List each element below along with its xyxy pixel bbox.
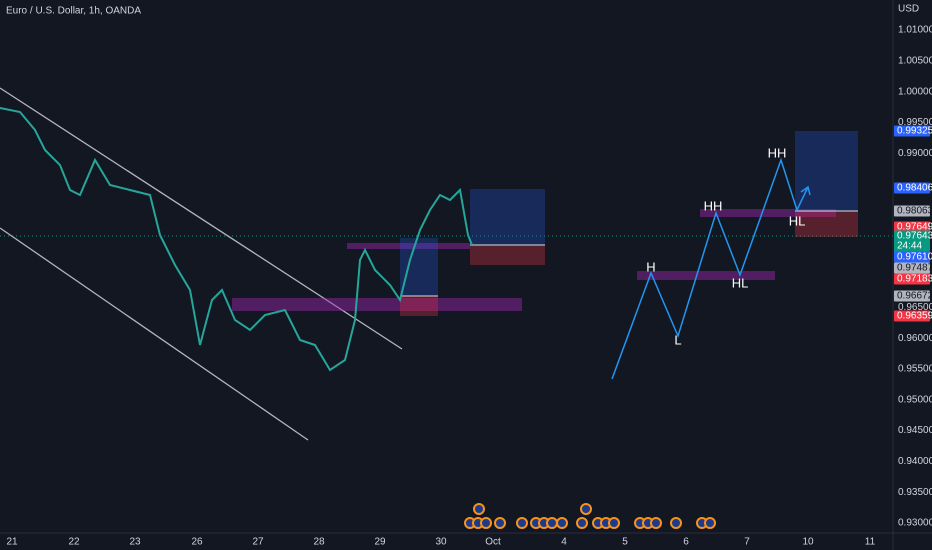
event-icon bbox=[546, 517, 558, 529]
price-tag bbox=[894, 125, 930, 137]
date-label: 6 bbox=[683, 537, 689, 548]
event-icon bbox=[576, 517, 588, 529]
zone bbox=[232, 298, 522, 311]
date-label: 29 bbox=[374, 537, 386, 548]
date-label: 26 bbox=[191, 537, 203, 548]
event-icon bbox=[556, 517, 568, 529]
price-label: 1.00500 bbox=[898, 55, 932, 66]
price-label: 0.94500 bbox=[898, 425, 932, 436]
stop-box bbox=[795, 211, 858, 237]
channel-line bbox=[0, 87, 403, 350]
price-label: 0.96500 bbox=[898, 302, 932, 313]
price-label: 0.96000 bbox=[898, 333, 932, 344]
event-icon bbox=[670, 517, 682, 529]
price-path bbox=[0, 107, 473, 372]
symbol-title: Euro / U.S. Dollar, 1h, OANDA bbox=[6, 6, 141, 17]
zone bbox=[700, 209, 836, 217]
event-icon bbox=[516, 517, 528, 529]
price-tag bbox=[894, 230, 930, 253]
wave-label: HL bbox=[732, 275, 749, 290]
price-tag-text: 0.97649 bbox=[897, 222, 932, 233]
timer: 24:44 bbox=[897, 241, 922, 252]
price-tag bbox=[894, 273, 930, 285]
date-label: 4 bbox=[561, 537, 567, 548]
date-label: 11 bbox=[865, 537, 876, 548]
date-label: 10 bbox=[802, 537, 814, 548]
zone bbox=[347, 243, 470, 249]
event-icons bbox=[464, 503, 716, 529]
event-icon bbox=[650, 517, 662, 529]
price-tag bbox=[894, 205, 930, 217]
price-label: 1.00000 bbox=[898, 86, 932, 97]
target-box bbox=[795, 131, 858, 211]
price-tag bbox=[894, 290, 930, 302]
event-icon bbox=[480, 517, 492, 529]
price-label: 0.99500 bbox=[898, 117, 932, 128]
event-icon bbox=[704, 517, 716, 529]
price-tag-text: 0.97643 bbox=[897, 231, 932, 242]
wave-label: HH bbox=[768, 145, 787, 160]
price-tag-text: 0.97610 bbox=[897, 252, 932, 263]
price-tag bbox=[894, 221, 930, 233]
event-icon bbox=[608, 517, 620, 529]
price-tag-text: 0.98406 bbox=[897, 183, 932, 194]
price-tag bbox=[894, 182, 930, 194]
date-label: 22 bbox=[68, 537, 80, 548]
date-label: 7 bbox=[744, 537, 750, 548]
wave-label: HH bbox=[704, 198, 723, 213]
price-label: 0.95000 bbox=[898, 394, 932, 405]
projection-path bbox=[611, 157, 809, 380]
price-tag-text: 0.96672 bbox=[897, 291, 932, 302]
date-label: 21 bbox=[6, 537, 18, 548]
price-label: 0.99000 bbox=[898, 148, 932, 159]
date-label: 27 bbox=[252, 537, 264, 548]
wave-label: L bbox=[674, 332, 681, 347]
price-tag bbox=[894, 262, 930, 274]
channel-line bbox=[0, 227, 309, 441]
arrow-head bbox=[800, 185, 811, 196]
price-label: 0.93500 bbox=[898, 487, 932, 498]
event-icon bbox=[494, 517, 506, 529]
wave-label: HL bbox=[789, 213, 806, 228]
price-label: 0.95500 bbox=[898, 364, 932, 375]
date-label: 23 bbox=[129, 537, 141, 548]
date-label: 5 bbox=[622, 537, 628, 548]
price-tag-text: 0.98063 bbox=[897, 206, 932, 217]
stop-box bbox=[470, 245, 545, 265]
price-tag-text: 0.96359 bbox=[897, 311, 932, 322]
price-tag-text: 0.99325 bbox=[897, 126, 932, 137]
price-label: 1.01000 bbox=[898, 25, 932, 36]
zone bbox=[637, 271, 775, 280]
target-box bbox=[470, 189, 545, 245]
stop-box bbox=[400, 296, 438, 316]
price-tag bbox=[894, 251, 930, 263]
event-icon bbox=[580, 503, 592, 515]
date-label: Oct bbox=[485, 537, 501, 548]
event-icon bbox=[473, 503, 485, 515]
price-label: 0.93000 bbox=[898, 518, 932, 529]
wave-label: H bbox=[646, 259, 655, 274]
currency: USD bbox=[898, 4, 919, 15]
price-tag bbox=[894, 310, 930, 322]
price-tag-text: 0.97487 bbox=[897, 263, 932, 274]
target-box bbox=[400, 238, 438, 296]
price-label: 0.94000 bbox=[898, 456, 932, 467]
price-tag-text: 0.97183 bbox=[897, 274, 932, 285]
date-label: 28 bbox=[313, 537, 325, 548]
date-label: 30 bbox=[435, 537, 447, 548]
